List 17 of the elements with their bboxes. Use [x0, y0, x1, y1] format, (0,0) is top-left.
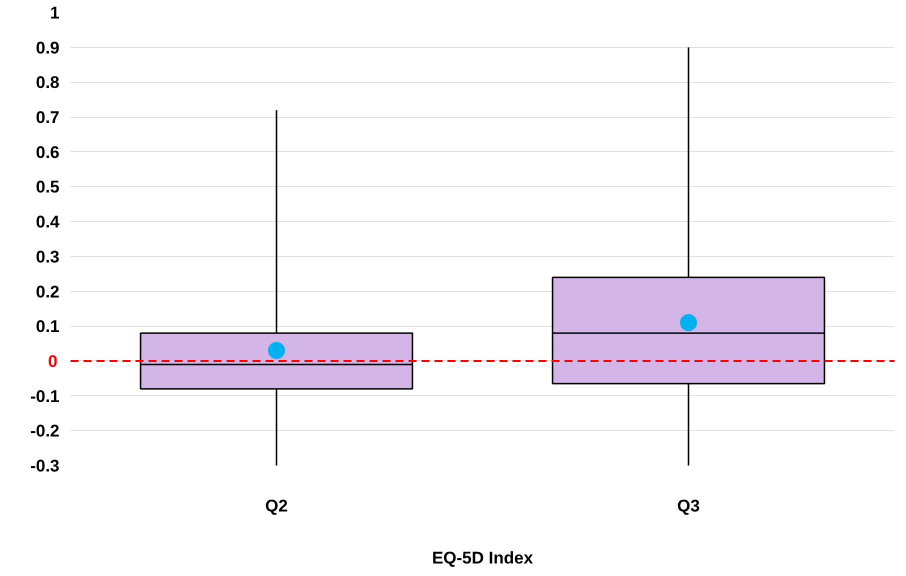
y-tick-label: 0.9	[36, 38, 60, 58]
y-tick-label: 0.4	[36, 212, 60, 232]
x-axis-title: EQ-5D Index	[432, 548, 534, 568]
y-tick-label: -0.1	[30, 386, 60, 406]
y-tick-label: 1	[50, 4, 60, 22]
y-tick-label: 0.8	[36, 73, 60, 92]
y-tick-label: 0.1	[36, 317, 60, 336]
y-tick-label: 0.2	[36, 282, 60, 302]
y-tick-label: 0.6	[36, 142, 60, 162]
y-tick-label: 0.5	[36, 178, 60, 197]
y-tick-label: -0.2	[30, 422, 60, 441]
y-tick-label: 0.7	[36, 108, 60, 128]
x-tick-label: Q3	[677, 496, 700, 516]
y-tick-label: -0.3	[30, 456, 60, 476]
y-tick-label: 0.3	[36, 247, 60, 266]
x-tick-label: Q2	[265, 496, 288, 516]
ref-line-label: 0	[48, 352, 58, 371]
